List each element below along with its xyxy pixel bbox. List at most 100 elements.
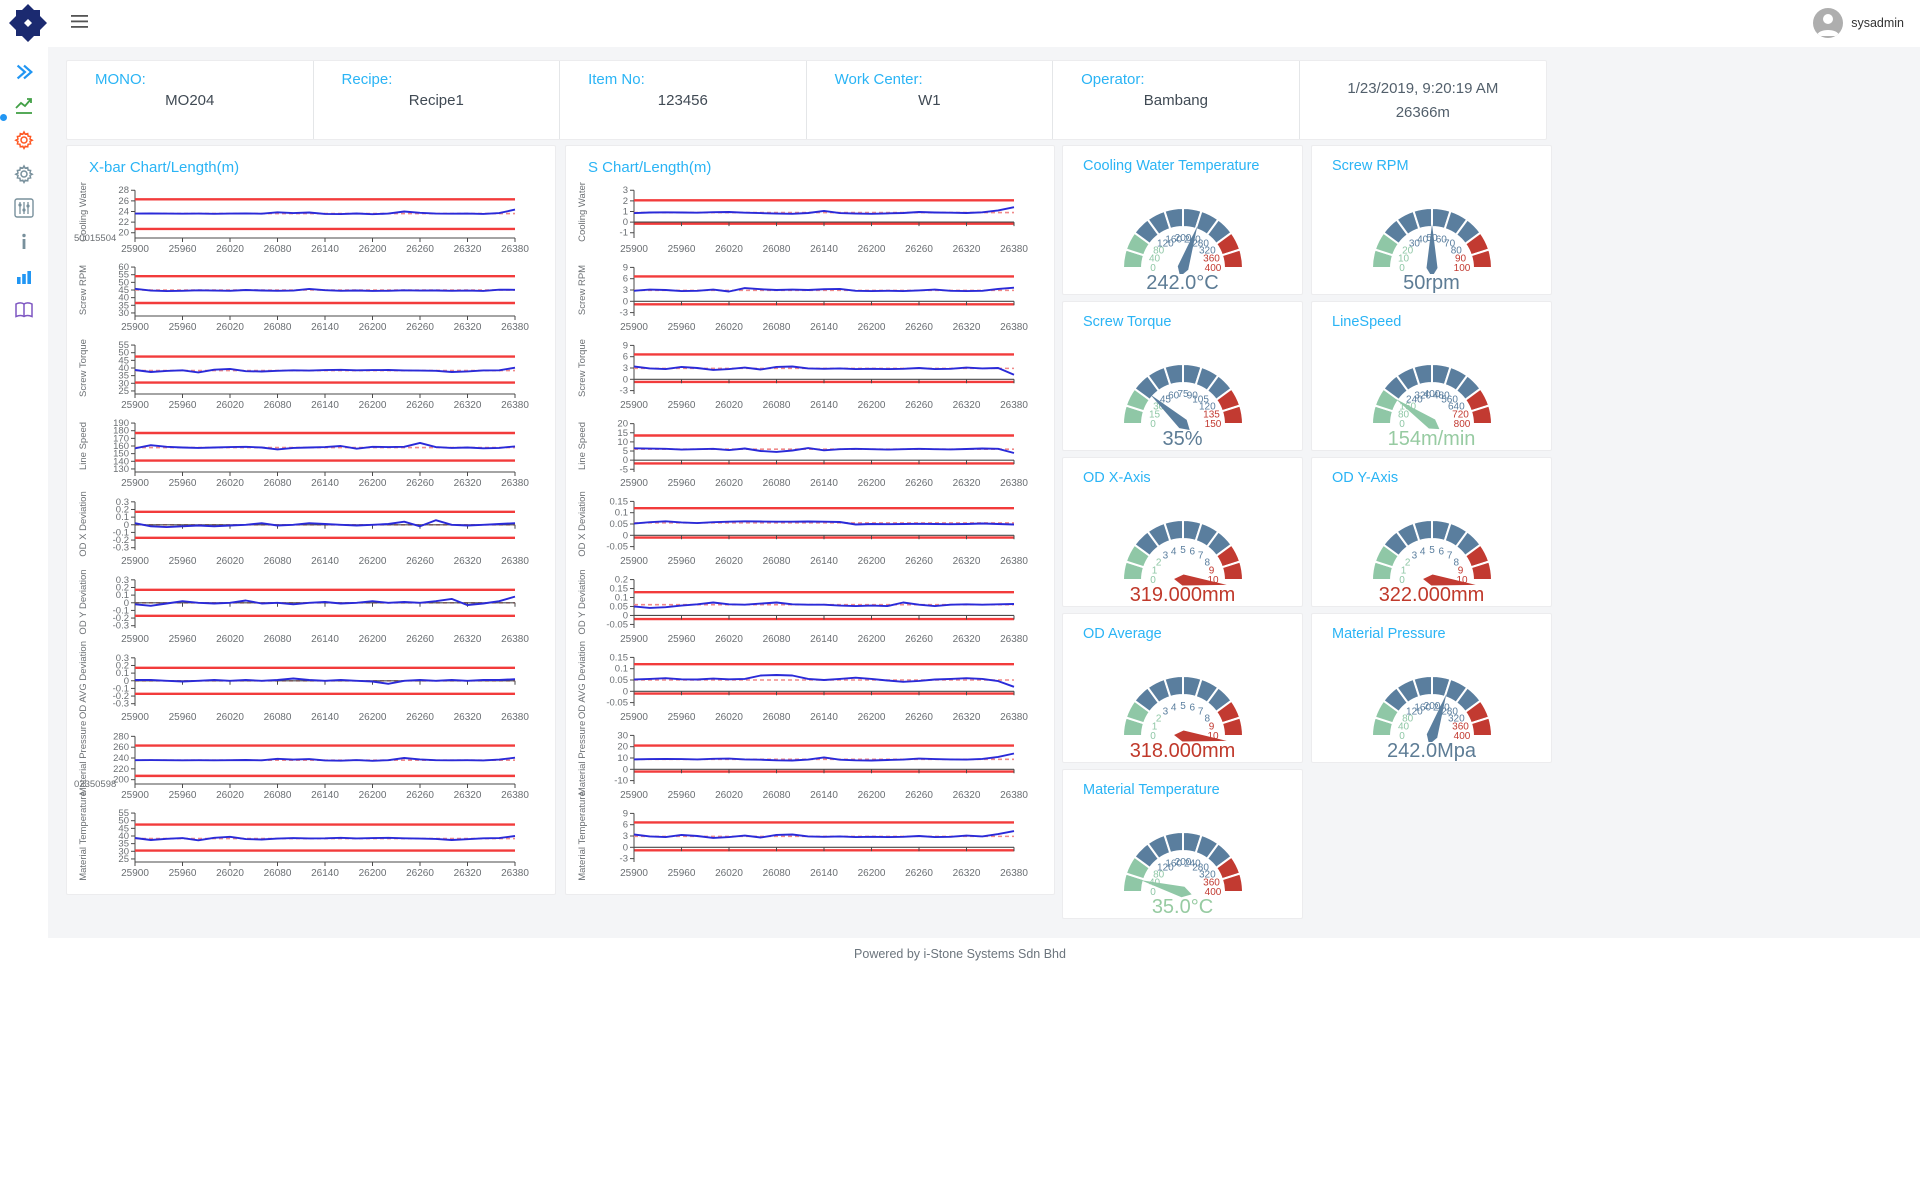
sliders-icon[interactable] xyxy=(11,196,37,220)
svg-text:-0.3: -0.3 xyxy=(113,543,129,554)
collapse-double-chevron-icon[interactable] xyxy=(11,60,37,84)
info-field-label: Work Center: xyxy=(834,71,923,88)
svg-text:1: 1 xyxy=(1400,566,1406,577)
svg-text:0.05: 0.05 xyxy=(610,675,629,686)
svg-text:60: 60 xyxy=(118,262,129,273)
svg-text:0.1: 0.1 xyxy=(116,590,129,601)
svg-text:26380: 26380 xyxy=(1000,868,1028,879)
svg-text:26320: 26320 xyxy=(454,712,482,723)
svg-text:40: 40 xyxy=(1397,722,1409,733)
svg-text:280: 280 xyxy=(113,731,129,742)
svg-text:35: 35 xyxy=(118,371,129,382)
svg-text:9: 9 xyxy=(1457,566,1463,577)
svg-text:26380: 26380 xyxy=(501,322,529,333)
svg-text:320: 320 xyxy=(1447,713,1464,724)
svg-text:26020: 26020 xyxy=(715,244,743,255)
svg-text:26140: 26140 xyxy=(810,634,838,645)
gauge-title: Cooling Water Temperature xyxy=(1083,158,1260,174)
svg-text:-0.05: -0.05 xyxy=(606,698,628,709)
svg-text:26140: 26140 xyxy=(810,868,838,879)
svg-text:3: 3 xyxy=(1411,551,1417,562)
svg-text:280: 280 xyxy=(1192,863,1209,874)
svg-text:30: 30 xyxy=(118,846,129,857)
svg-text:0.3: 0.3 xyxy=(116,653,129,664)
svg-text:150: 150 xyxy=(1204,419,1221,430)
svg-text:140: 140 xyxy=(113,456,129,467)
svg-text:26380: 26380 xyxy=(1000,322,1028,333)
info-field-label: Operator: xyxy=(1081,71,1145,88)
svg-text:560: 560 xyxy=(1441,395,1458,406)
svg-text:26200: 26200 xyxy=(359,244,387,255)
svg-text:26020: 26020 xyxy=(715,712,743,723)
svg-text:26380: 26380 xyxy=(1000,478,1028,489)
svg-text:26380: 26380 xyxy=(501,478,529,489)
trend-chart-icon[interactable] xyxy=(11,94,37,118)
info-bar-fields: MONO: MO204 Recipe: Recipe1 Item No: 123… xyxy=(67,61,1299,139)
svg-text:0.1: 0.1 xyxy=(116,668,129,679)
svg-text:Line Speed: Line Speed xyxy=(78,422,89,470)
svg-text:30: 30 xyxy=(1408,239,1420,250)
svg-text:26260: 26260 xyxy=(406,478,434,489)
svg-text:80: 80 xyxy=(1153,245,1165,256)
svg-text:9: 9 xyxy=(623,262,628,273)
book-icon[interactable] xyxy=(11,298,37,322)
svg-text:6: 6 xyxy=(623,274,628,285)
svg-text:45: 45 xyxy=(118,355,129,366)
svg-text:26080: 26080 xyxy=(763,790,791,801)
svg-text:480: 480 xyxy=(1432,391,1449,402)
svg-text:26080: 26080 xyxy=(763,322,791,333)
svg-text:26200: 26200 xyxy=(858,868,886,879)
gauge-dial-material-pressure: 04080120160200240280320360400 xyxy=(1370,674,1493,742)
svg-text:30: 30 xyxy=(1153,401,1165,412)
svg-text:40: 40 xyxy=(118,363,129,374)
info-field-label: Recipe: xyxy=(341,71,393,88)
gauge-title: OD Average xyxy=(1083,626,1162,642)
info-icon[interactable] xyxy=(11,230,37,254)
svg-text:26020: 26020 xyxy=(216,634,244,645)
svg-text:4: 4 xyxy=(1170,547,1176,558)
xbar-chart-stack: Cooling Water 28 26 24 22 20 25900 25960 26020 26… xyxy=(67,181,555,883)
svg-text:25900: 25900 xyxy=(121,556,149,567)
svg-text:26380: 26380 xyxy=(501,868,529,879)
bar-chart-icon[interactable] xyxy=(11,264,37,288)
gauge-dial-screw-rpm: 0102030405060708090100 xyxy=(1370,206,1493,274)
svg-text:0: 0 xyxy=(1150,263,1156,274)
datetime-value: 1/23/2019, 9:20:19 AM xyxy=(1347,80,1499,97)
gear-gray-icon[interactable] xyxy=(11,162,37,186)
svg-text:160: 160 xyxy=(1165,859,1182,870)
svg-text:100: 100 xyxy=(1453,263,1470,274)
svg-text:26080: 26080 xyxy=(763,478,791,489)
info-field-value: MO204 xyxy=(165,92,215,109)
svg-text:7: 7 xyxy=(1197,707,1203,718)
gauge-dial-wrap: 04080120160200240280320360400 xyxy=(1312,644,1551,742)
user-menu[interactable]: sysadmin xyxy=(1813,8,1904,38)
svg-text:200: 200 xyxy=(1174,857,1191,868)
svg-text:26260: 26260 xyxy=(406,400,434,411)
svg-text:30: 30 xyxy=(118,308,129,319)
svg-text:Screw RPM: Screw RPM xyxy=(78,265,89,315)
gear-orange-icon[interactable] xyxy=(11,128,37,152)
svg-text:26320: 26320 xyxy=(454,400,482,411)
svg-text:80: 80 xyxy=(1402,713,1414,724)
svg-text:80: 80 xyxy=(1450,245,1462,256)
svg-text:0.1: 0.1 xyxy=(615,664,628,675)
svg-text:45: 45 xyxy=(118,285,129,296)
info-field-value: Recipe1 xyxy=(408,92,464,109)
svg-text:0.05: 0.05 xyxy=(610,601,629,612)
svg-text:-3: -3 xyxy=(620,308,628,319)
svg-text:28: 28 xyxy=(118,185,129,196)
svg-text:190: 190 xyxy=(113,418,129,429)
svg-text:25960: 25960 xyxy=(668,322,696,333)
svg-text:26260: 26260 xyxy=(905,556,933,567)
svg-text:320: 320 xyxy=(1414,391,1431,402)
app-logo[interactable] xyxy=(8,3,48,43)
sidebar-nav xyxy=(0,47,48,938)
svg-text:26080: 26080 xyxy=(763,400,791,411)
hamburger-menu-icon[interactable] xyxy=(71,15,88,28)
svg-text:0.2: 0.2 xyxy=(116,660,129,671)
svg-text:40: 40 xyxy=(1417,235,1429,246)
